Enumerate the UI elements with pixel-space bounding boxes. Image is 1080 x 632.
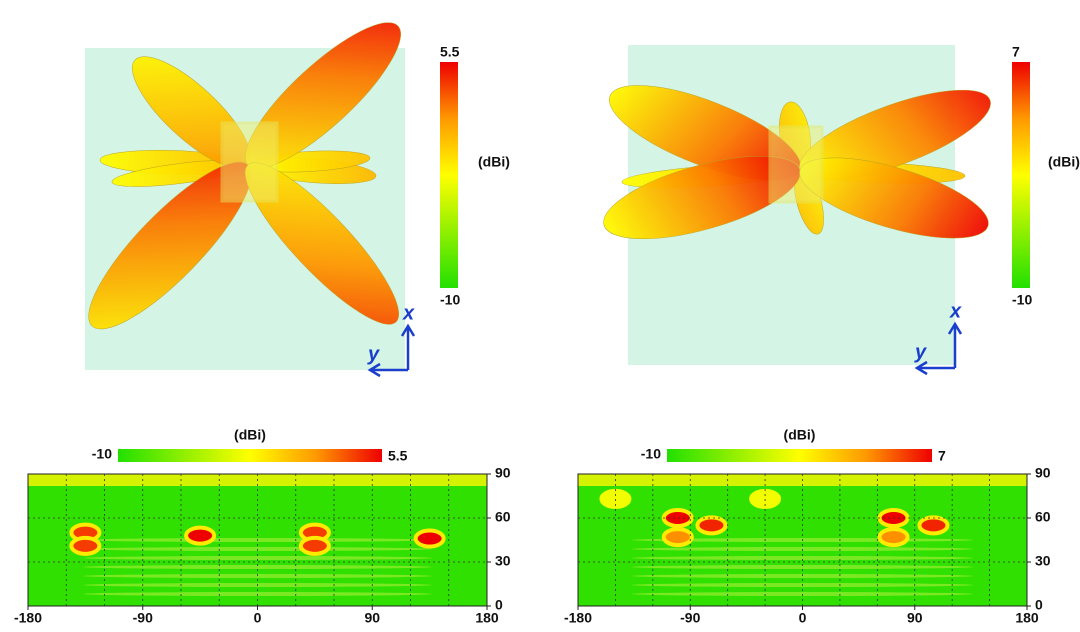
x-tick-label: 90 (907, 610, 923, 626)
y-tick-label: 90 (495, 465, 511, 481)
y-tick-label: 30 (495, 553, 511, 569)
y-tick-label: 60 (1035, 509, 1051, 525)
axis-label: x (402, 302, 415, 324)
colorbar (440, 62, 458, 288)
y-tick-label: 0 (495, 597, 503, 613)
colorbar (667, 449, 932, 462)
x-tick-label: -180 (564, 610, 592, 626)
x-tick-label: -90 (133, 610, 153, 626)
heatmap-peak (416, 531, 444, 547)
heatmap-peak (664, 529, 692, 545)
colorbar-min: -10 (440, 292, 460, 308)
colorbar-max: 5.5 (440, 44, 460, 60)
colorbar-min: -10 (1012, 292, 1032, 308)
x-tick-label: 0 (799, 610, 807, 626)
heatmap-peak (697, 517, 725, 533)
axis-label: x (949, 300, 962, 322)
heatmap-peak (919, 517, 947, 533)
colorbar-min: -10 (92, 446, 112, 462)
x-tick-label: 0 (254, 610, 262, 626)
heatmap-peak (664, 510, 692, 526)
x-tick-label: 90 (364, 610, 380, 626)
colorbar-min: -10 (641, 446, 661, 462)
x-tick-label: -180 (14, 610, 42, 626)
antenna-feed (770, 127, 822, 202)
colorbar-max: 7 (938, 448, 946, 464)
heatmap-peak (71, 538, 99, 554)
axis-label: y (367, 343, 380, 365)
colorbar-max: 7 (1012, 44, 1020, 60)
heatmap-peak (880, 529, 908, 545)
colorbar (118, 449, 382, 462)
y-tick-label: 0 (1035, 597, 1043, 613)
colorbar-label: (dBi) (234, 427, 266, 443)
y-tick-label: 30 (1035, 553, 1051, 569)
antenna-feed (222, 123, 277, 201)
colorbar-max: 5.5 (388, 448, 408, 464)
colorbar-label: (dBi) (1048, 154, 1080, 170)
y-tick-label: 60 (495, 509, 511, 525)
y-tick-label: 90 (1035, 465, 1051, 481)
x-tick-label: -90 (680, 610, 700, 626)
figure: 5.5-10(dBi)xy7-10(dBi)xy-180-90090180030… (0, 0, 1080, 627)
axis-label: y (914, 341, 927, 363)
colorbar-label: (dBi) (784, 427, 816, 443)
colorbar (1012, 62, 1030, 288)
colorbar-label: (dBi) (478, 154, 510, 170)
heatmap-peak (186, 528, 214, 544)
heatmap-peak (301, 538, 329, 554)
